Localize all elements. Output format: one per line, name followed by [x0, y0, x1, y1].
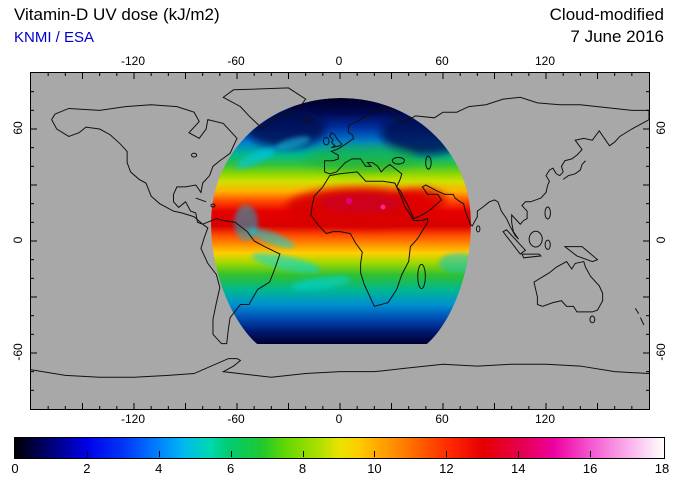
colorbar-tick-label: 10 [367, 461, 382, 476]
colorbar-tick [446, 451, 448, 457]
coast-black-sea [392, 157, 404, 164]
coast-south-america [201, 219, 280, 344]
lat-tick-label-left: -60 [11, 343, 25, 361]
lat-tick-label-right: 0 [654, 236, 668, 244]
green-patch-europe [306, 144, 416, 172]
lat-tick-label-left: 60 [11, 121, 25, 135]
coast-eurasia [325, 97, 649, 239]
cloud-streak [291, 275, 351, 291]
uv-dose-data-disk [211, 98, 471, 344]
colorbar-tick-label: 16 [582, 461, 598, 476]
colorbar-tick [302, 451, 304, 457]
coast-greenland [223, 88, 305, 129]
lat-tick-label-right: 60 [654, 121, 668, 135]
coast-sri-lanka [476, 226, 479, 232]
lon-tick-label-bottom: -120 [120, 412, 146, 426]
cloud-streak [247, 227, 295, 249]
magenta-spot [380, 204, 386, 210]
page-title: Vitamin-D UV dose (kJ/m2) [14, 5, 220, 24]
coast-great-lakes [192, 153, 197, 157]
lon-tick-label-top: -120 [120, 54, 146, 68]
coast-sulawesi [545, 240, 550, 249]
colorbar [14, 437, 665, 459]
coast-madagascar [418, 264, 426, 288]
coast-cuba [196, 198, 206, 202]
lat-tick-label-right: -60 [654, 343, 668, 361]
colorbar-tick [374, 451, 376, 457]
coast-britain [330, 133, 342, 148]
colorbar-tick-label: 4 [155, 461, 163, 476]
coast-japan [563, 161, 585, 180]
credit-knmi-esa: KNMI / ESA [14, 29, 95, 46]
lon-tick-label-top: 60 [435, 54, 449, 68]
lon-tick-label-bottom: 120 [534, 412, 556, 426]
cloud-streak [275, 136, 311, 150]
coast-java [522, 254, 541, 258]
coast-sumatra [503, 230, 525, 254]
world-map [30, 72, 650, 410]
magenta-spot [346, 198, 352, 204]
coast-new-zealand [635, 308, 644, 325]
coast-new-guinea [565, 247, 598, 262]
colorbar-tick-label: 8 [298, 461, 307, 476]
coast-philippines [545, 207, 550, 219]
coast-antarctica [31, 359, 649, 378]
mode-label: Cloud-modified [549, 5, 664, 24]
lon-tick-label-top: -60 [227, 54, 245, 68]
cloud-streak [235, 147, 277, 169]
colorbar-tick-label: 6 [227, 461, 235, 476]
coast-australia [534, 262, 603, 312]
lon-tick-label-top: 0 [335, 54, 343, 68]
colorbar-tick [590, 451, 592, 457]
lon-tick-label-bottom: -60 [227, 412, 245, 426]
lon-tick-label-bottom: 60 [435, 412, 449, 426]
coast-caspian-sea [426, 156, 431, 169]
cloud-patch-indian-ocean [439, 253, 471, 273]
deep-red-core [321, 193, 401, 213]
lon-tick-label-top: 120 [534, 54, 556, 68]
map-canvas [31, 73, 649, 409]
coast-tasmania [590, 316, 595, 323]
colorbar-tick [230, 451, 232, 457]
date-label: 7 June 2016 [570, 27, 664, 46]
coastlines [31, 88, 649, 377]
colorbar-tick [518, 451, 520, 457]
map-ticks [31, 73, 649, 409]
lat-tick-label-left: 0 [11, 236, 25, 244]
coast-iceland [304, 117, 312, 122]
colorbar-tick-label: 0 [11, 461, 19, 476]
coast-ireland [324, 137, 329, 144]
lon-tick-label-bottom: 0 [335, 412, 343, 426]
cloud-streak [251, 253, 321, 273]
coast-hispaniola [211, 204, 215, 207]
colorbar-tick-label: 18 [654, 461, 670, 476]
coast-borneo [529, 231, 542, 247]
colorbar-tick [86, 451, 88, 457]
colorbar-tick-label: 2 [83, 461, 91, 476]
colorbar-tick-label: 14 [510, 461, 526, 476]
colorbar-tick-label: 12 [439, 461, 454, 476]
coast-north-america [52, 105, 237, 224]
colorbar-tick [158, 451, 160, 457]
